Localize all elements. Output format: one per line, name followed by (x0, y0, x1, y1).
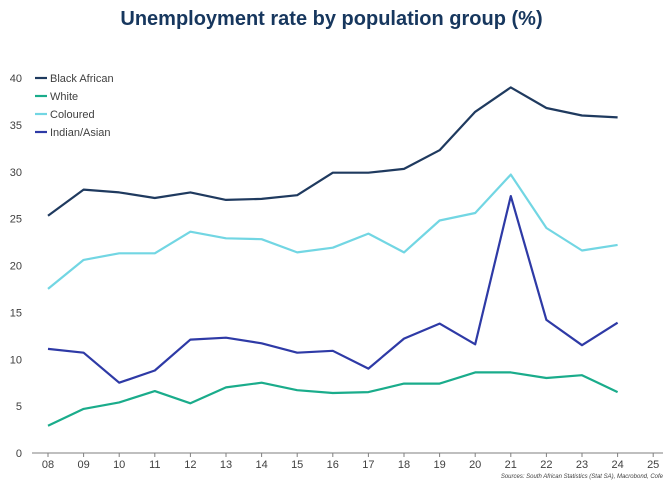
x-tick-label: 10 (113, 459, 125, 471)
legend: Black African White Coloured Indian/Asian (35, 73, 114, 139)
y-axis: 0 5 10 15 20 25 30 35 40 (10, 73, 22, 460)
y-tick-label: 40 (10, 73, 22, 85)
x-tick-label: 18 (398, 459, 410, 471)
y-tick-label: 30 (10, 167, 22, 179)
series-lines (47, 86, 619, 427)
x-tick-label: 20 (469, 459, 481, 471)
y-tick-label: 5 (16, 401, 22, 413)
series-line-black-african (47, 86, 618, 217)
x-tick-label: 21 (505, 459, 517, 471)
series-line-coloured (47, 173, 618, 290)
chart-title: Unemployment rate by population group (%… (120, 8, 543, 30)
series-line-white (47, 371, 619, 427)
legend-label: White (50, 91, 78, 103)
legend-label: Black African (50, 73, 114, 85)
series-line-indian-asian (47, 195, 619, 384)
x-tick-label: 22 (540, 459, 552, 471)
x-tick-label: 19 (433, 459, 445, 471)
x-tick-label: 09 (77, 459, 89, 471)
x-tick-label: 24 (611, 459, 623, 471)
y-tick-label: 10 (10, 354, 22, 366)
x-tick-label: 23 (576, 459, 588, 471)
x-tick-label: 12 (184, 459, 196, 471)
x-tick-label: 08 (42, 459, 54, 471)
x-tick-label: 16 (327, 459, 339, 471)
x-tick-label: 25 (647, 459, 659, 471)
y-tick-label: 20 (10, 261, 22, 273)
x-axis: 08 09 10 11 12 13 14 15 16 17 18 19 20 21 22 23 24 25 (42, 453, 659, 471)
source-note: Sources: South African Statistics (Stat … (500, 474, 663, 480)
legend-label: Indian/Asian (50, 127, 111, 139)
x-tick-label: 11 (149, 459, 160, 471)
x-tick-label: 17 (362, 459, 374, 471)
x-tick-label: 14 (255, 459, 267, 471)
x-tick-label: 15 (291, 459, 303, 471)
y-tick-label: 35 (10, 120, 22, 132)
x-tick-label: 13 (220, 459, 232, 471)
legend-label: Coloured (50, 109, 95, 121)
y-tick-label: 0 (16, 448, 22, 460)
y-tick-label: 25 (10, 214, 22, 226)
y-tick-label: 15 (10, 307, 22, 319)
